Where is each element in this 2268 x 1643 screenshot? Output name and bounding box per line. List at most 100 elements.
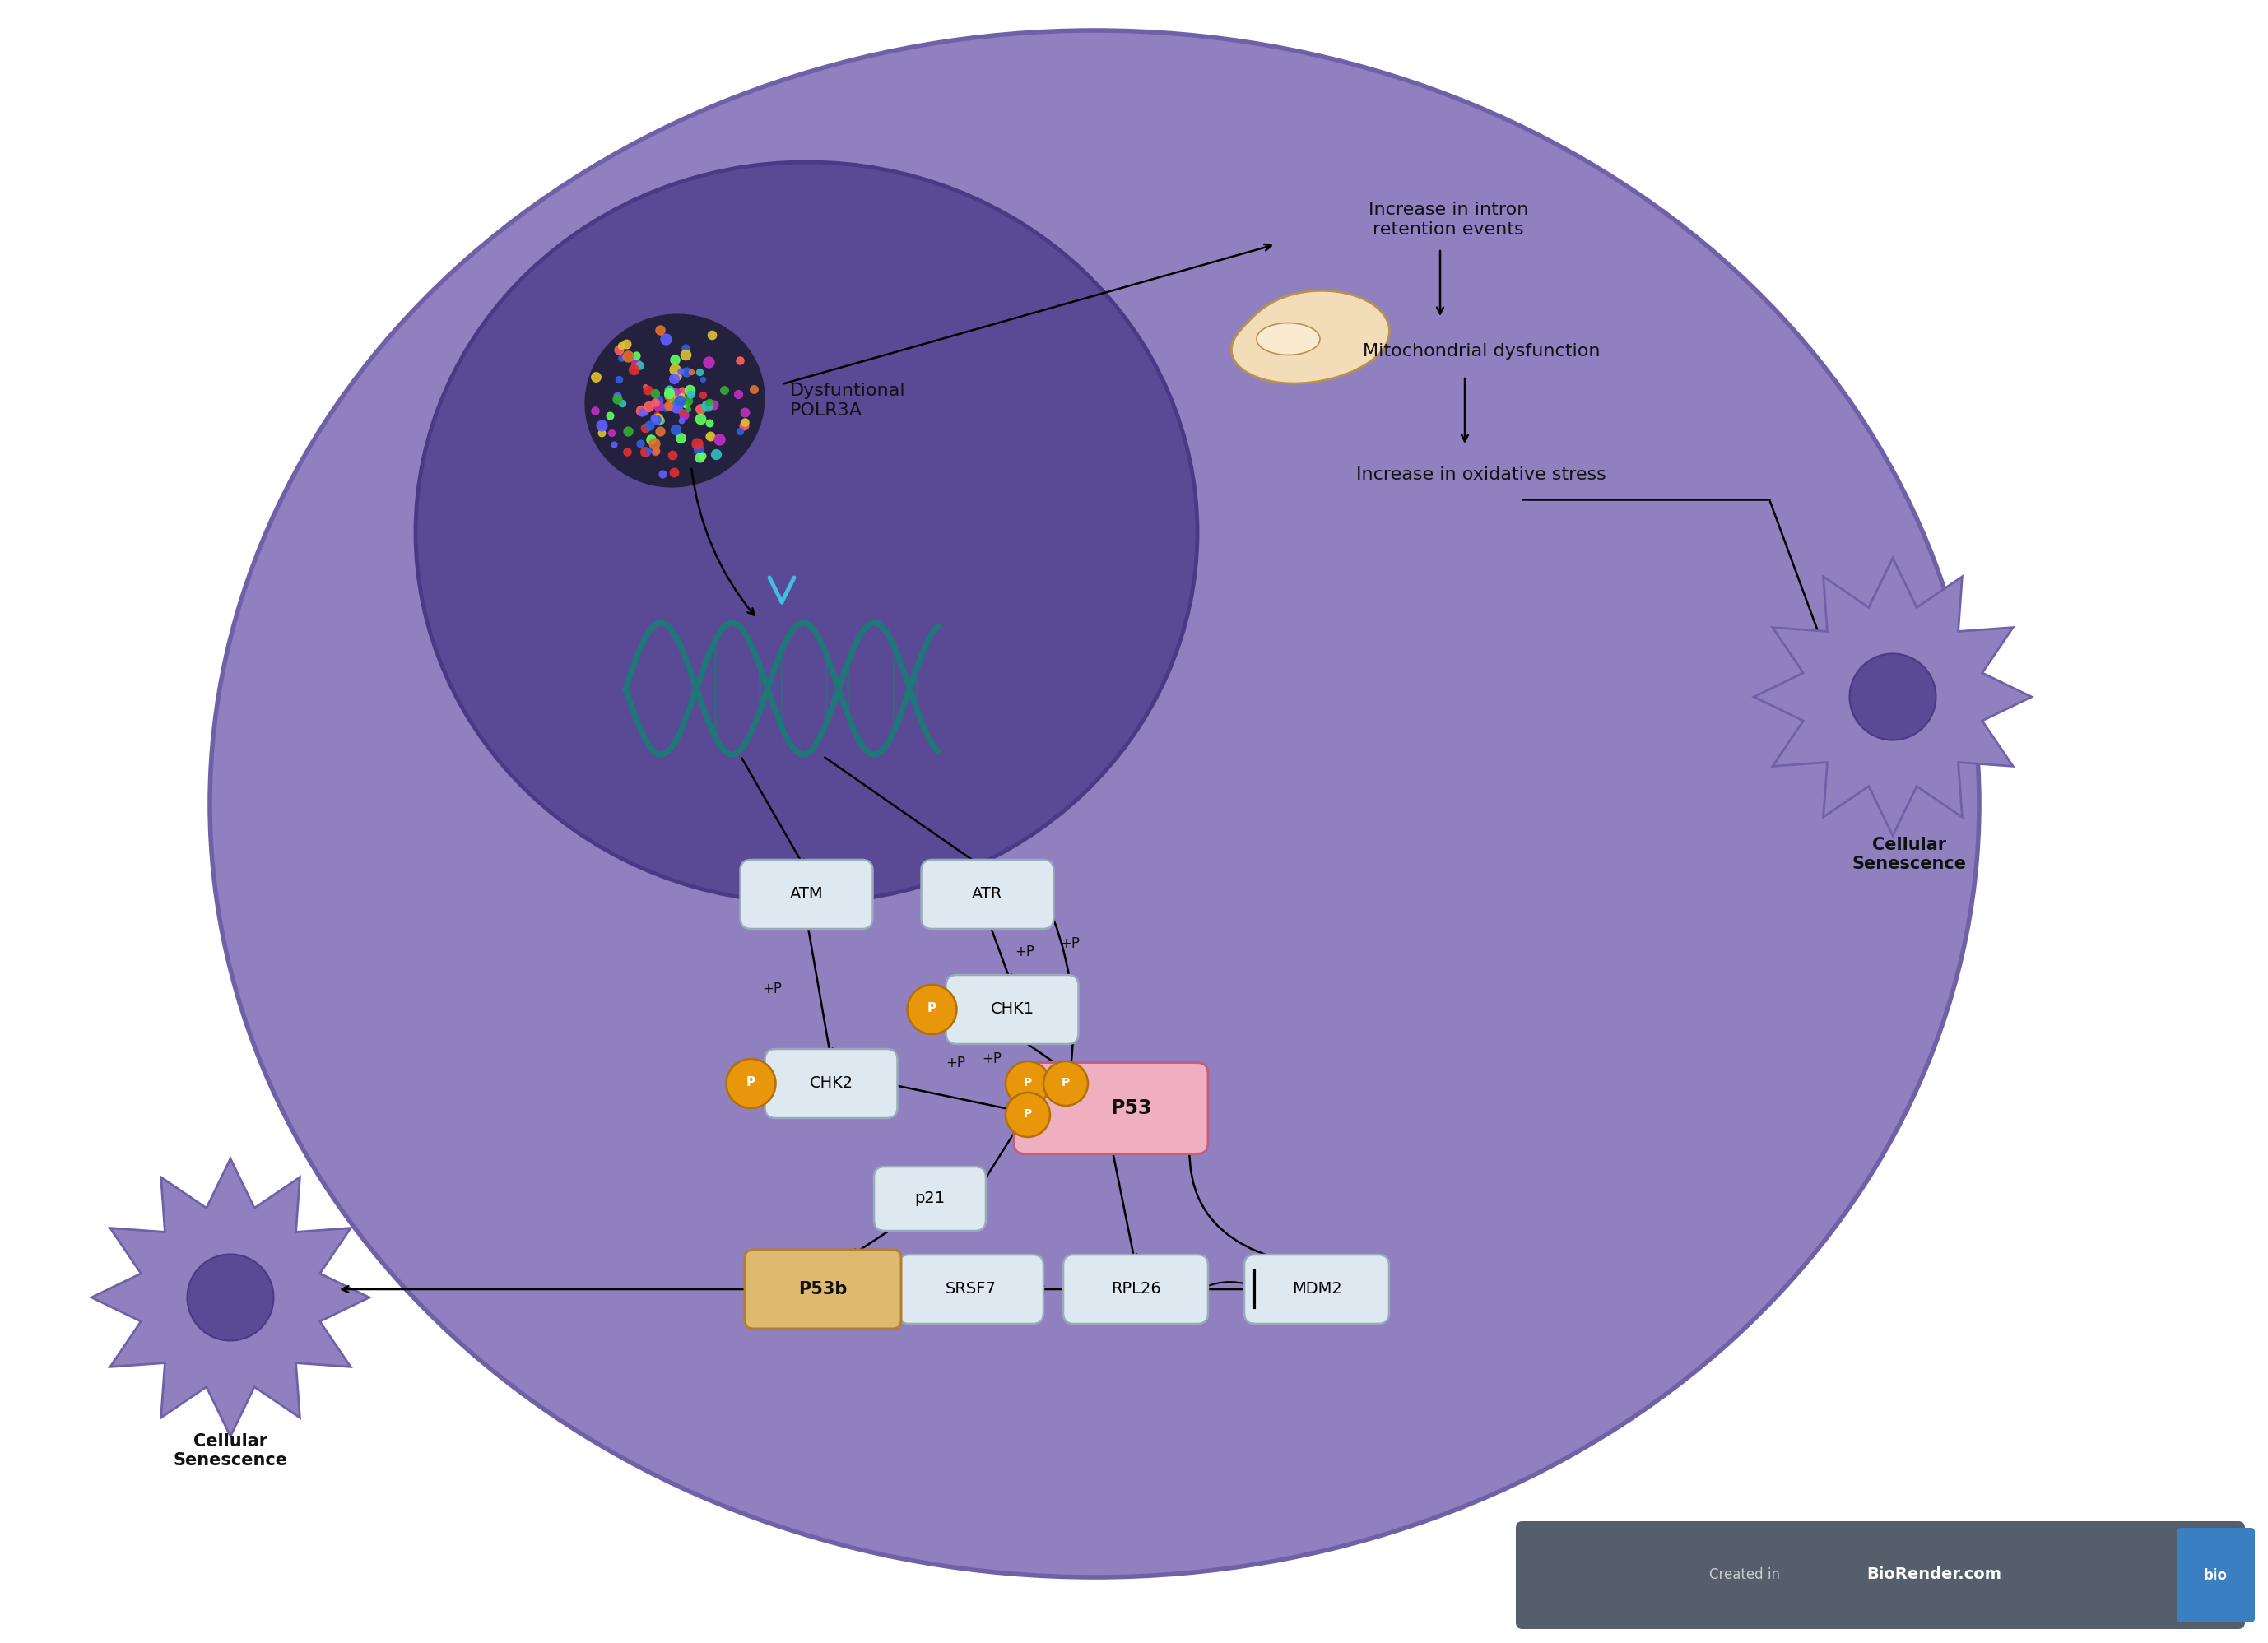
- Point: [667, 391, 703, 417]
- Point: [644, 407, 680, 434]
- Point: [596, 430, 633, 457]
- Point: [694, 322, 730, 348]
- Point: [721, 347, 758, 373]
- Point: [594, 419, 631, 445]
- Text: ATR: ATR: [973, 887, 1002, 902]
- Polygon shape: [1256, 324, 1320, 355]
- Text: P: P: [746, 1076, 755, 1089]
- Point: [699, 440, 735, 467]
- FancyBboxPatch shape: [2177, 1528, 2254, 1622]
- Polygon shape: [91, 1158, 370, 1436]
- Point: [603, 332, 640, 358]
- Point: [658, 347, 694, 373]
- Circle shape: [1043, 1061, 1089, 1106]
- Point: [665, 378, 701, 404]
- Point: [583, 412, 619, 439]
- Point: [678, 430, 714, 457]
- Point: [637, 439, 674, 465]
- Point: [653, 380, 689, 406]
- Point: [599, 383, 635, 409]
- Circle shape: [188, 1254, 274, 1341]
- Ellipse shape: [415, 163, 1198, 902]
- Point: [619, 352, 655, 378]
- Circle shape: [1005, 1093, 1050, 1137]
- Text: P: P: [1023, 1109, 1032, 1121]
- Point: [637, 437, 674, 463]
- Polygon shape: [1753, 559, 2032, 836]
- Point: [658, 384, 694, 411]
- Point: [637, 389, 674, 416]
- Point: [644, 460, 680, 486]
- Point: [655, 391, 692, 417]
- Text: BioRender.com: BioRender.com: [1867, 1567, 2000, 1582]
- Point: [669, 388, 705, 414]
- Point: [674, 358, 710, 384]
- Text: ATM: ATM: [789, 887, 823, 902]
- Text: Dysfuntional
POLR3A: Dysfuntional POLR3A: [789, 383, 905, 419]
- FancyBboxPatch shape: [1515, 1521, 2245, 1628]
- Point: [637, 380, 674, 406]
- Point: [592, 403, 628, 429]
- Point: [649, 394, 685, 421]
- Ellipse shape: [585, 314, 764, 488]
- FancyBboxPatch shape: [921, 859, 1055, 928]
- Point: [646, 325, 683, 352]
- Point: [692, 389, 728, 416]
- Point: [692, 409, 728, 435]
- Point: [658, 389, 694, 416]
- Point: [737, 376, 773, 403]
- Text: CHK1: CHK1: [991, 1002, 1034, 1017]
- Point: [651, 378, 687, 404]
- FancyBboxPatch shape: [873, 1167, 987, 1231]
- Point: [662, 424, 699, 450]
- Point: [640, 401, 676, 427]
- Point: [583, 421, 619, 447]
- Point: [603, 389, 640, 416]
- Point: [601, 337, 637, 363]
- Circle shape: [1848, 654, 1937, 739]
- Text: P53b: P53b: [798, 1282, 848, 1298]
- Text: P: P: [1061, 1076, 1070, 1088]
- Point: [667, 342, 703, 368]
- Point: [621, 430, 658, 457]
- Point: [599, 386, 635, 412]
- Circle shape: [1005, 1061, 1050, 1106]
- Point: [608, 439, 644, 465]
- Point: [728, 409, 764, 435]
- FancyBboxPatch shape: [739, 859, 873, 928]
- Point: [658, 381, 694, 407]
- Point: [640, 406, 676, 432]
- Point: [683, 358, 719, 384]
- Point: [642, 317, 678, 343]
- Point: [658, 394, 694, 421]
- FancyBboxPatch shape: [898, 1255, 1043, 1324]
- Text: Cellular
Senescence: Cellular Senescence: [172, 1433, 288, 1469]
- Point: [665, 399, 701, 426]
- Point: [683, 396, 719, 422]
- Point: [671, 396, 708, 422]
- Text: +P: +P: [1059, 937, 1080, 951]
- Point: [658, 388, 694, 414]
- Point: [658, 391, 694, 417]
- Text: p21: p21: [914, 1191, 946, 1206]
- Point: [658, 363, 694, 389]
- Point: [576, 398, 612, 424]
- Text: Mitochondrial dysfunction: Mitochondrial dysfunction: [1363, 343, 1599, 360]
- Point: [578, 363, 615, 389]
- Point: [667, 335, 703, 361]
- Point: [651, 383, 687, 409]
- FancyBboxPatch shape: [1064, 1255, 1209, 1324]
- FancyBboxPatch shape: [764, 1048, 898, 1119]
- Point: [603, 345, 640, 371]
- Point: [662, 384, 699, 411]
- Point: [626, 399, 662, 426]
- Point: [660, 383, 696, 409]
- Point: [655, 442, 692, 468]
- Point: [642, 417, 678, 444]
- Point: [615, 357, 651, 383]
- Point: [651, 381, 687, 407]
- Point: [610, 417, 646, 444]
- Point: [608, 330, 644, 357]
- Point: [637, 406, 674, 432]
- Point: [705, 376, 742, 403]
